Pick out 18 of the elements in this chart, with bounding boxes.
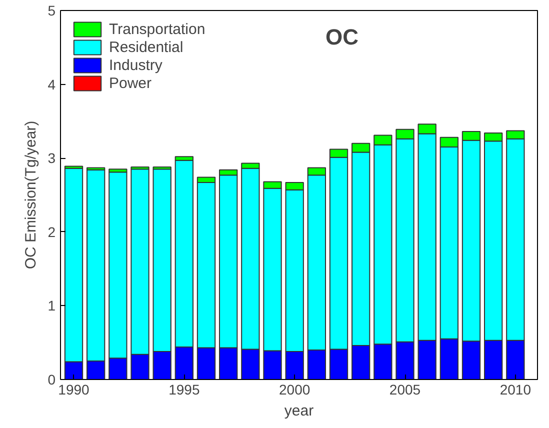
legend-label: Power <box>109 74 152 92</box>
x-tick-label: 1990 <box>58 382 90 398</box>
y-tick-label: 2 <box>48 224 56 240</box>
legend-label: Industry <box>109 56 162 74</box>
y-tick-label: 5 <box>48 2 56 18</box>
legend-label: Transportation <box>109 20 206 38</box>
y-tick-label: 3 <box>48 150 56 166</box>
y-tick-label: 0 <box>48 372 56 388</box>
x-tick-label: 1995 <box>168 382 200 398</box>
x-tick-label: 2010 <box>500 382 532 398</box>
y-tick-label: 4 <box>48 76 56 92</box>
y-tick-label: 1 <box>48 298 56 314</box>
annotation: OC <box>326 24 359 50</box>
legend-label: Residential <box>109 38 184 56</box>
x-axis-title: year <box>284 402 314 420</box>
x-tick-label: 2005 <box>389 382 421 398</box>
x-tick-label: 2000 <box>279 382 310 398</box>
y-axis-title: OC Emission(Tg/year) <box>22 120 40 270</box>
